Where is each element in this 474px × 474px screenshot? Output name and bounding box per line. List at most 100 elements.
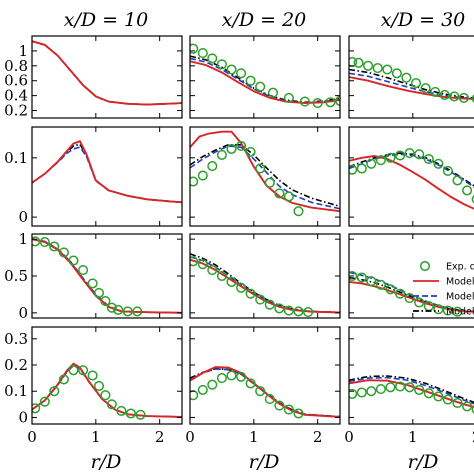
x-axis-label-2: r/D [249, 451, 280, 473]
y-tick-label: 0.5 [4, 267, 28, 285]
exp-data-point [190, 43, 199, 54]
panel-r3-c2 [189, 233, 341, 319]
y-tick-label: 0.2 [4, 102, 28, 120]
exp-data-point [401, 72, 412, 83]
panel-r4-c2: 0 1 2 [185, 326, 341, 446]
panel-r1-c2 [189, 35, 341, 119]
y-tick-label: 1 [18, 230, 28, 248]
exp-data-point [433, 391, 444, 402]
exp-data-point [452, 306, 463, 317]
exp-data-point [395, 288, 406, 299]
exp-data-point [100, 296, 111, 307]
plot-area [32, 40, 182, 106]
exp-data-point [93, 380, 105, 392]
model-blue-dashed-line [32, 146, 182, 204]
exp-data-point [264, 394, 275, 405]
exp-data-point [264, 177, 275, 188]
y-tick-label: 0 [18, 208, 28, 226]
model-red-line [32, 362, 182, 418]
panel-r1-c1: 0.20.40.60.81 [4, 35, 183, 120]
exp-data-point [207, 265, 218, 276]
exp-data-point [293, 206, 304, 217]
x-tick-label: 2 [155, 428, 165, 446]
panel-r4-c1: 0 0.1 0.2 0.3 0 1 2 [4, 326, 183, 446]
exp-data-point [312, 98, 323, 109]
panel-frame [31, 126, 183, 227]
model-black-dashdot-line [32, 40, 182, 106]
exp-data-point [274, 188, 285, 199]
exp-data-point [207, 53, 218, 64]
column-title-3: x/D = 30 [381, 9, 466, 31]
plot-area [349, 148, 474, 210]
exp-data-point [264, 299, 275, 310]
exp-data-point [255, 81, 266, 92]
exp-data-point [452, 175, 463, 186]
exp-data-point [274, 303, 285, 314]
exp-data-point [113, 304, 124, 315]
exp-data-point [197, 170, 208, 181]
exp-data-point [471, 405, 474, 414]
exp-data-point [207, 379, 218, 390]
panel-frame [348, 35, 474, 119]
exp-data-point [363, 60, 374, 71]
exp-data-point [471, 195, 474, 204]
exp-data-point [58, 247, 69, 258]
exp-data-point [356, 163, 367, 174]
exp-data-point [245, 75, 256, 86]
panel-frame [189, 326, 341, 425]
y-tick-label: 0 [18, 304, 28, 322]
legend-label: Model- [446, 277, 474, 288]
model-blue-dashed-line [190, 145, 340, 210]
x-axis-label-1: r/D [91, 451, 122, 473]
model-red-line [32, 238, 182, 314]
exp-data-point [116, 405, 127, 416]
model-black-dashdot-line [349, 68, 474, 99]
exp-data-point [49, 386, 60, 397]
panel-r2-c1: 00.1 [4, 126, 183, 227]
exp-data-point [385, 284, 396, 295]
y-tick-label: 0.8 [4, 57, 28, 75]
exp-data-point [449, 91, 460, 102]
exp-data-point [404, 293, 415, 304]
exp-data-point [462, 401, 473, 412]
exp-data-point [410, 77, 422, 89]
panel-r1-c3 [348, 35, 474, 119]
y-tick-label: 0.1 [4, 382, 28, 400]
legend-marker-exp [419, 260, 431, 272]
exp-data-point [87, 370, 98, 381]
legend-label: Exp. da [446, 262, 474, 273]
model-red-line [349, 76, 474, 100]
exp-data-point [293, 306, 304, 317]
exp-data-point [283, 305, 294, 316]
plot-area [349, 270, 474, 317]
exp-data-point [382, 64, 393, 75]
exp-data-point [226, 143, 237, 154]
exp-data-point [471, 94, 474, 103]
legend-label: Model- [446, 292, 474, 303]
x-tick-label: 1 [408, 428, 418, 446]
exp-data-point [385, 152, 396, 163]
exp-data-point [372, 63, 383, 74]
exp-data-point [58, 374, 69, 385]
exp-data-point [197, 259, 208, 270]
exp-data-point [325, 97, 336, 108]
exp-data-point [245, 146, 256, 157]
model-red-line [190, 60, 340, 105]
exp-data-point [267, 87, 279, 98]
exp-data-point [106, 302, 117, 313]
exp-data-point [283, 404, 294, 415]
panel-r3-c1: 00.51 [4, 230, 183, 322]
exp-data-point [125, 408, 136, 419]
exp-data-point [423, 153, 434, 165]
x-tick-label: 1 [249, 428, 259, 446]
exp-data-point [274, 400, 285, 411]
column-title-2: x/D = 20 [222, 9, 307, 31]
exp-data-point [349, 57, 358, 68]
exp-data-point [236, 282, 247, 293]
exp-data-point [68, 255, 79, 266]
exp-data-point [190, 256, 199, 267]
exp-data-point [93, 287, 105, 298]
exp-data-point [395, 150, 406, 161]
exp-data-point [439, 89, 450, 100]
